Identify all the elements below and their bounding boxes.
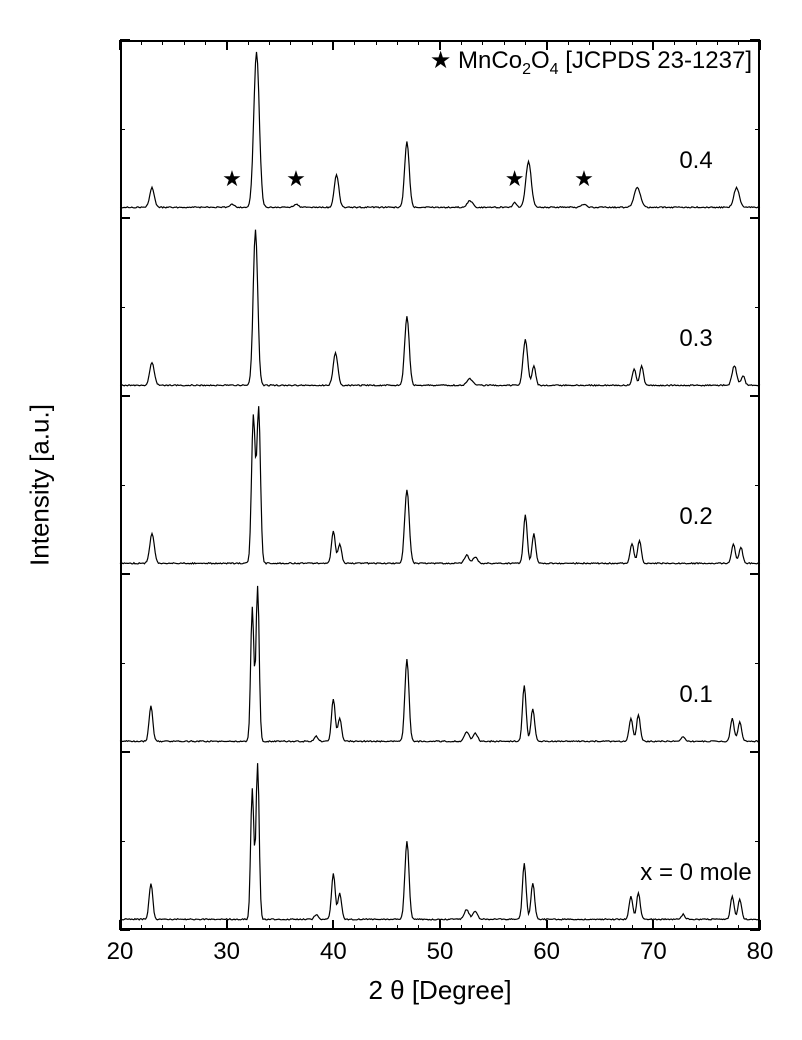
star-marker-icon: ★ [222,166,242,192]
star-marker-icon: ★ [574,166,594,192]
star-marker-icon: ★ [286,166,306,192]
star-marker-icon: ★ [505,166,525,192]
panel-label: x = 0 mole [640,859,751,887]
figure: Intensity [a.u.] 2 θ [Degree] ★ MnCo2O4 … [0,0,802,1040]
